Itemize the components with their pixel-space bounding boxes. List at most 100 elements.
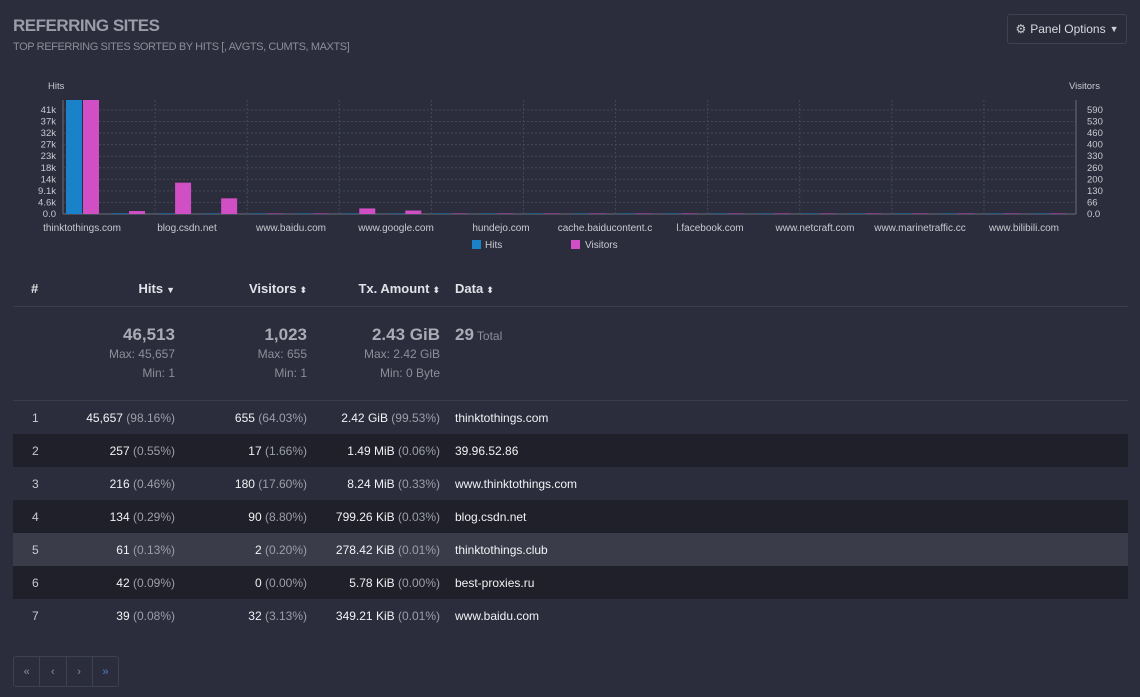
prev-page-button[interactable]: ‹ bbox=[40, 657, 67, 686]
hits-bar bbox=[940, 213, 957, 214]
sort-desc-icon: ▼ bbox=[166, 284, 175, 295]
row-hits: 61 bbox=[116, 542, 130, 557]
row-visitors-pct: (3.13%) bbox=[264, 608, 307, 623]
visitors-bar bbox=[681, 213, 698, 214]
summary-tx-max: Max: 2.42 GiB bbox=[363, 347, 440, 361]
row-tx-pct: (0.06%) bbox=[397, 443, 440, 458]
left-tick-label: 14k bbox=[41, 174, 57, 185]
row-visitors-pct: (17.60%) bbox=[258, 476, 307, 491]
visitors-bar bbox=[313, 213, 330, 214]
legend-hits-swatch bbox=[472, 240, 481, 249]
hits-bar bbox=[204, 213, 221, 214]
row-tx-pct: (0.01%) bbox=[397, 542, 440, 557]
hits-bar bbox=[434, 213, 451, 214]
category-label: cache.baiducontent.c bbox=[558, 223, 653, 234]
row-hits-pct: (0.08%) bbox=[132, 608, 175, 623]
visitors-bar bbox=[957, 213, 974, 214]
row-tx-pct: (0.03%) bbox=[397, 509, 440, 524]
left-axis-label: Hits bbox=[48, 81, 65, 92]
table-row[interactable]: 5 61 (0.13%) 2 (0.20%) 278.42 KiB (0.01%… bbox=[13, 533, 1128, 566]
row-data: www.thinktothings.com bbox=[455, 476, 578, 491]
row-hits: 134 bbox=[109, 509, 130, 524]
visitors-bar bbox=[359, 208, 376, 214]
hits-bar bbox=[802, 213, 819, 214]
left-tick-label: 4.6k bbox=[38, 197, 56, 208]
hits-bar bbox=[250, 213, 267, 214]
pagination: « ‹ › » bbox=[13, 656, 119, 687]
sort-icon: ⬍ bbox=[299, 284, 307, 295]
visitors-bar bbox=[175, 182, 192, 214]
row-tx-pct: (0.33%) bbox=[397, 476, 440, 491]
row-visitors-pct: (0.00%) bbox=[264, 575, 307, 590]
visitors-bar bbox=[819, 213, 836, 214]
right-tick-label: 330 bbox=[1087, 151, 1103, 162]
row-num: 4 bbox=[32, 509, 39, 524]
row-hits: 216 bbox=[109, 476, 130, 491]
category-label: www.marinetraffic.cc bbox=[873, 223, 966, 234]
row-visitors: 32 bbox=[248, 608, 262, 623]
visitors-bar bbox=[773, 213, 790, 214]
row-tx-pct: (0.01%) bbox=[397, 608, 440, 623]
row-num: 5 bbox=[32, 542, 39, 557]
row-data: blog.csdn.net bbox=[455, 509, 527, 524]
row-hits-pct: (0.09%) bbox=[132, 575, 175, 590]
right-tick-label: 460 bbox=[1087, 128, 1103, 139]
visitors-bar bbox=[451, 213, 468, 214]
hits-bar bbox=[158, 213, 175, 214]
row-tx-pct: (99.53%) bbox=[391, 410, 440, 425]
left-tick-label: 27k bbox=[41, 140, 57, 151]
next-page-button[interactable]: › bbox=[67, 657, 93, 686]
hits-bar bbox=[112, 213, 129, 214]
hits-bar bbox=[66, 100, 82, 214]
category-label: thinktothings.com bbox=[43, 223, 121, 234]
legend-visitors-label: Visitors bbox=[585, 240, 618, 251]
row-num: 2 bbox=[32, 443, 39, 458]
header-visitors[interactable]: Visitors ⬍ bbox=[175, 281, 307, 296]
table-row[interactable]: 2 257 (0.55%) 17 (1.66%) 1.49 MiB (0.06%… bbox=[13, 434, 1128, 467]
summary-hits-max: Max: 45,657 bbox=[108, 347, 175, 361]
header-data[interactable]: Data ⬍ bbox=[440, 281, 1128, 296]
visitors-bar bbox=[267, 213, 284, 214]
hits-bar bbox=[894, 213, 911, 214]
row-num: 1 bbox=[32, 410, 39, 425]
table-row[interactable]: 1 45,657 (98.16%) 655 (64.03%) 2.42 GiB … bbox=[13, 401, 1128, 434]
row-num: 3 bbox=[32, 476, 39, 491]
visitors-bar bbox=[497, 213, 514, 214]
header-num: # bbox=[31, 280, 39, 296]
row-tx: 2.42 GiB bbox=[341, 410, 388, 425]
hits-bar bbox=[1032, 213, 1049, 214]
summary-visitors-min: Min: 1 bbox=[274, 366, 307, 380]
row-visitors: 17 bbox=[248, 443, 262, 458]
row-hits-pct: (98.16%) bbox=[126, 410, 175, 425]
header-hits[interactable]: Hits ▼ bbox=[58, 281, 175, 296]
legend-hits-label: Hits bbox=[485, 240, 502, 251]
row-data: thinktothings.club bbox=[455, 542, 548, 557]
row-visitors: 180 bbox=[234, 476, 255, 491]
table-row[interactable]: 4 134 (0.29%) 90 (8.80%) 799.26 KiB (0.0… bbox=[13, 500, 1128, 533]
right-axis-label: Visitors bbox=[1069, 81, 1100, 92]
left-tick-label: 32k bbox=[41, 128, 57, 139]
visitors-bar bbox=[911, 213, 928, 214]
header-tx-amount[interactable]: Tx. Amount ⬍ bbox=[307, 281, 440, 296]
visitors-bar bbox=[589, 213, 606, 214]
table-row[interactable]: 7 39 (0.08%) 32 (3.13%) 349.21 KiB (0.01… bbox=[13, 599, 1128, 632]
header-tx-label: Tx. Amount bbox=[358, 280, 430, 296]
row-visitors-pct: (8.80%) bbox=[264, 509, 307, 524]
hits-bar bbox=[756, 213, 773, 214]
referring-sites-table: # Hits ▼ Visitors ⬍ Tx. Amount ⬍ Data ⬍ 46,5… bbox=[13, 270, 1128, 632]
row-num: 6 bbox=[32, 575, 39, 590]
category-label: www.netcraft.com bbox=[775, 223, 855, 234]
panel-options-button[interactable]: ⚙ Panel Options ▼ bbox=[1007, 14, 1127, 44]
right-tick-label: 200 bbox=[1087, 174, 1103, 185]
row-visitors: 2 bbox=[254, 542, 262, 557]
row-hits-pct: (0.29%) bbox=[132, 509, 175, 524]
right-tick-label: 0.0 bbox=[1087, 209, 1100, 220]
category-label: l.facebook.com bbox=[676, 223, 743, 234]
first-page-button[interactable]: « bbox=[14, 657, 41, 686]
table-row[interactable]: 6 42 (0.09%) 0 (0.00%) 5.78 KiB (0.00%) … bbox=[13, 566, 1128, 599]
table-row[interactable]: 3 216 (0.46%) 180 (17.60%) 8.24 MiB (0.3… bbox=[13, 467, 1128, 500]
panel-options-label: Panel Options bbox=[1030, 22, 1106, 36]
last-page-button[interactable]: » bbox=[102, 665, 109, 678]
row-visitors: 0 bbox=[254, 575, 262, 590]
hits-bar bbox=[296, 213, 313, 214]
